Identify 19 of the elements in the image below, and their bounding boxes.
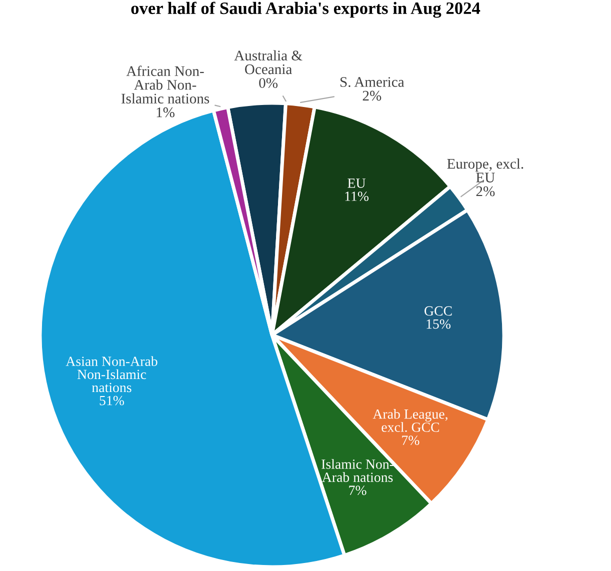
slice-label: Arab League, excl. GCC	[372, 409, 448, 432]
chart-title: over half of Saudi Arabia's exports in Aug 2024	[131, 2, 480, 18]
data-label: 1%	[156, 107, 174, 118]
slice-label: Islamic Non-Arab nations	[322, 459, 394, 482]
data-label: 2%	[362, 90, 382, 101]
data-label: 11%	[345, 192, 369, 201]
slice-label: S. America	[340, 77, 404, 87]
slice-label: Asian Non-Arab Non-Islamic nations	[66, 356, 158, 392]
slice-label: EU	[348, 178, 366, 188]
text: 0%	[259, 78, 278, 88]
data-label: 2%	[476, 186, 495, 196]
data-label: 7%	[402, 436, 420, 446]
slice-label: Europe, excl. EU	[447, 158, 524, 182]
slice-label: African Non-Arab Non-Islamic nations	[121, 66, 210, 104]
slice-label: GCC	[424, 306, 452, 316]
data-label: 7%	[349, 486, 366, 496]
category-label: Australia & Oceania	[234, 50, 302, 74]
data-label: 51%	[100, 396, 124, 406]
data-label: 15%	[426, 319, 450, 329]
